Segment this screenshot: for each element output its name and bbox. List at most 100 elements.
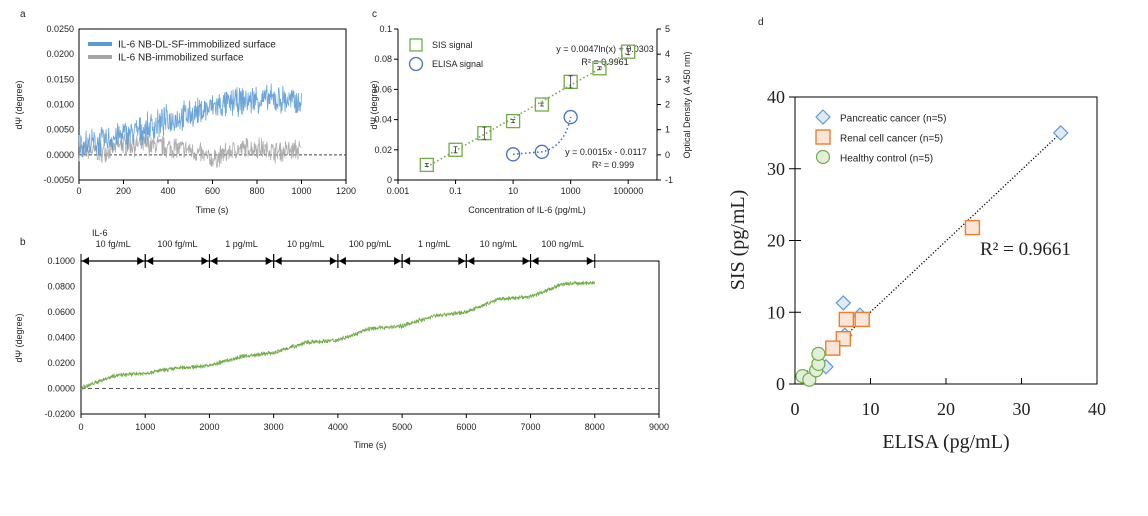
panel-c-y2label: Optical Density (A 450 nm) — [682, 51, 692, 158]
panel-b-y-tick-label: 0.0600 — [47, 307, 75, 317]
panel-b-arrowheads — [403, 257, 466, 265]
panel-c-y-tick-label: 0.04 — [374, 115, 392, 125]
panel-b-y-tick-label: -0.0200 — [44, 409, 75, 419]
panel-c-legend-elisa-marker — [408, 56, 424, 72]
panel-a-xlabel: Time (s) — [196, 205, 229, 215]
panel-c-y2-tick-label: 3 — [665, 74, 670, 84]
panel-a-x-tick-label: 600 — [205, 186, 220, 196]
panel-d-point-diamond — [835, 295, 852, 311]
panel-b-y-tick-label: 0.0800 — [47, 282, 75, 292]
panel-c-ylabel: dΨ (degree) — [369, 80, 379, 129]
panel-c-y-tick-label: 0 — [387, 175, 392, 185]
panel-c-sis-error-bar — [511, 119, 516, 124]
panel-b-x-tick-label: 0 — [78, 422, 83, 432]
panel-a-ylabel: dΨ (degree) — [14, 80, 24, 129]
panel-d-legend-marker-square — [815, 129, 831, 145]
panel-b-series-line — [80, 280, 596, 391]
panel-b-x-tick-label: 3000 — [264, 422, 284, 432]
panel-d-legend-label: Pancreatic cancer (n=5) — [840, 114, 946, 125]
panel-c-elisa-point — [534, 144, 550, 159]
panel-c-y2-tick-label: 0 — [665, 150, 670, 160]
panel-c-sis-error-bar — [424, 162, 429, 167]
panel-b-arrowheads — [338, 257, 402, 265]
panel-b-interval-label: 100 fg/mL — [157, 239, 197, 249]
panel-d-xlabel: ELISA (pg/mL) — [882, 431, 1009, 453]
panel-a-x-tick-label: 1000 — [291, 186, 311, 196]
panel-label-a: a — [20, 9, 26, 20]
panel-c-legend-sis-label: SIS signal — [432, 40, 473, 50]
panel-a-y-tick-label: 0.0050 — [46, 125, 74, 135]
panel-c-sis-point — [505, 113, 521, 129]
panel-b-x-tick-label: 7000 — [521, 422, 541, 432]
panel-label-b: b — [20, 237, 26, 248]
panel-c-elisa-point — [505, 147, 521, 162]
panel-a-series-line-0 — [78, 83, 302, 158]
panel-c-x-tick-label: 0.1 — [449, 186, 462, 196]
panel-a-x-tick-label: 200 — [116, 186, 131, 196]
panel-c-y-tick-label: 0.06 — [374, 84, 392, 94]
panel-a-series-line-1 — [78, 133, 302, 168]
panel-d-x-tick-label: 20 — [937, 399, 955, 419]
panel-c-sis-point — [621, 44, 636, 59]
panel-b-x-tick-label: 2000 — [199, 422, 219, 432]
panel-c-sis-point — [477, 126, 492, 141]
panel-c-y2-tick-label: 1 — [665, 125, 670, 135]
panel-c-x-tick-label: 100000 — [613, 186, 643, 196]
panel-c-sis-point — [448, 142, 463, 157]
panel-b-arrowheads — [274, 257, 337, 265]
panel-d-legend-marker-circle — [815, 149, 831, 165]
panel-b-x-tick-label: 6000 — [456, 422, 476, 432]
panel-c-sis-trendline — [426, 51, 629, 168]
panel-b-arrowheads — [146, 257, 209, 265]
panel-label-c: c — [372, 9, 377, 20]
panel-c-y-tick-label: 0.1 — [379, 24, 392, 34]
panel-b-x-tick-label: 4000 — [328, 422, 348, 432]
panel-a-y-tick-label: 0.0200 — [46, 49, 74, 59]
panel-a-y-tick-label: 0.0100 — [46, 100, 74, 110]
panel-b-arrowheads — [82, 257, 145, 265]
panel-d-legend-marker-diamond — [815, 109, 831, 125]
panel-d-y-tick-label: 30 — [767, 159, 785, 179]
panel-b-arrowheads — [210, 257, 273, 265]
panel-c-legend-elisa-label: ELISA signal — [432, 59, 483, 69]
panel-d-y-tick-label: 20 — [767, 231, 785, 251]
panel-c-sis-error-bar — [626, 48, 631, 56]
panel-c-elisa-fit-equation: y = 0.0015x - 0.0117 — [565, 147, 647, 157]
panel-a-y-tick-label: -0.0050 — [43, 175, 74, 185]
panel-label-d: d — [758, 17, 764, 28]
panel-d-point-square — [964, 219, 981, 236]
panel-d-point-square — [854, 311, 870, 328]
panel-a-x-tick-label: 800 — [249, 186, 264, 196]
panel-d-point-circle — [811, 346, 826, 361]
panel-c-y2-tick-label: -1 — [665, 175, 673, 185]
panel-c-x-tick-label: 0.001 — [387, 186, 410, 196]
panel-c-sis-error-bar — [568, 75, 573, 89]
panel-b-arrowheads — [467, 257, 530, 265]
panel-c-y2-tick-label: 2 — [665, 100, 670, 110]
panel-a-x-tick-label: 0 — [76, 186, 81, 196]
panel-b-interval-label: 10 pg/mL — [287, 239, 325, 249]
panel-d-x-tick-label: 40 — [1088, 399, 1106, 419]
panel-c-sis-point — [419, 157, 434, 173]
panel-c-legend-sis-marker — [409, 38, 423, 52]
panel-c-y2-tick-label: 4 — [665, 49, 670, 59]
panel-c-y-tick-label: 0.08 — [374, 54, 392, 64]
panel-a-y-tick-label: 0.0150 — [46, 74, 74, 84]
panel-c-x-tick-label: 10 — [508, 186, 518, 196]
panel-b-y-tick-label: 0.1000 — [47, 256, 75, 266]
panel-d-point-diamond — [1052, 125, 1069, 141]
panel-b-x-tick-label: 1000 — [135, 422, 155, 432]
panel-b-ylabel: dΨ (degree) — [14, 313, 24, 362]
panel-c-sis-point — [534, 97, 550, 112]
panel-b-y-tick-label: 0.0400 — [47, 333, 75, 343]
panel-b-y-tick-label: 0.0200 — [47, 358, 75, 368]
panel-b-interval-label: 10 fg/mL — [96, 239, 131, 249]
panel-c-xlabel: Concentration of IL-6 (pg/mL) — [468, 205, 586, 215]
panel-a-y-tick-label: 0.0250 — [46, 24, 74, 34]
panel-b-x-tick-label: 5000 — [392, 422, 412, 432]
panel-d-y-tick-label: 10 — [767, 302, 785, 322]
panel-a-x-tick-label: 1200 — [336, 186, 356, 196]
panel-c-sis-error-bar — [539, 102, 544, 107]
panel-c-sis-point — [592, 61, 607, 76]
